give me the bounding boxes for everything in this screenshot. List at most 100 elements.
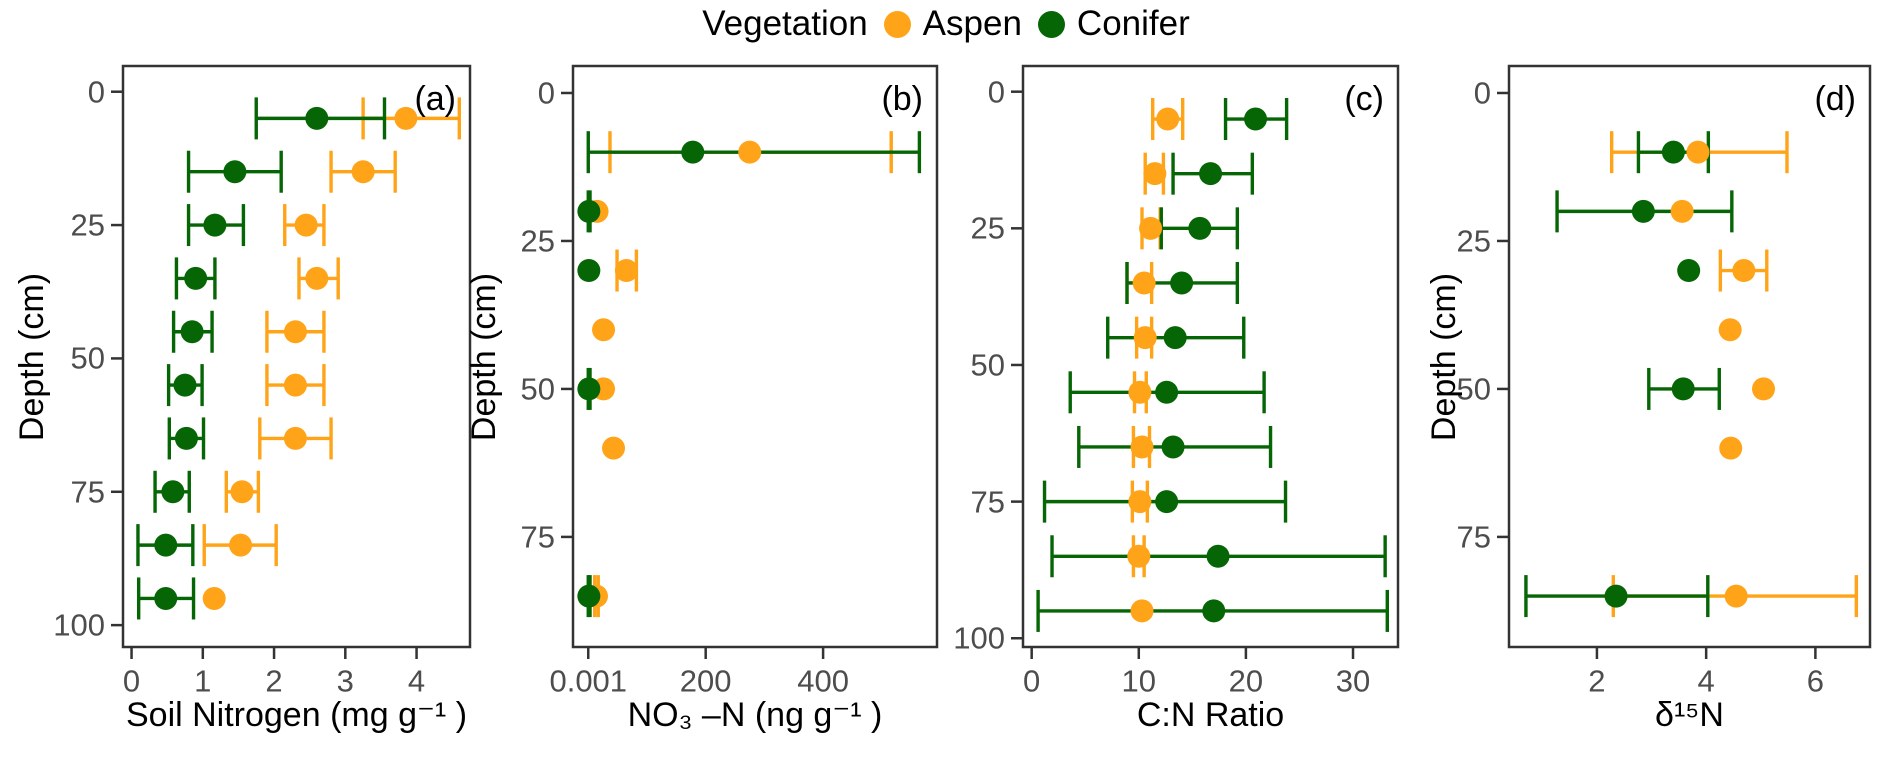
y-tick-label: 25 xyxy=(70,207,105,243)
data-point-conifer xyxy=(1661,140,1685,164)
panel-border xyxy=(1507,64,1872,649)
data-point-conifer xyxy=(577,259,601,283)
legend-item-aspen-label: Aspen xyxy=(922,4,1022,43)
legend-item-conifer-label: Conifer xyxy=(1076,4,1190,43)
data-point-aspen xyxy=(1128,380,1152,404)
y-tick-label: 75 xyxy=(70,474,105,510)
x-tick-label: 2 xyxy=(265,663,283,699)
data-point-conifer xyxy=(154,533,178,557)
x-tick-label: 4 xyxy=(407,663,426,699)
data-point-aspen xyxy=(1128,490,1152,514)
data-point-aspen xyxy=(592,318,616,342)
data-point-aspen xyxy=(283,426,307,450)
x-tick-label: 400 xyxy=(797,663,849,699)
data-point-conifer xyxy=(1170,271,1194,295)
data-point-conifer xyxy=(1155,490,1179,514)
data-point-aspen xyxy=(1133,326,1157,350)
data-point-conifer xyxy=(577,377,601,401)
x-tick-label: 2 xyxy=(1588,663,1606,699)
y-tick-label: 0 xyxy=(537,75,555,111)
legend-item-conifer: Conifer xyxy=(1037,4,1190,44)
data-point-aspen xyxy=(202,586,226,610)
data-point-conifer xyxy=(1155,380,1179,404)
aspen-marker-icon xyxy=(883,10,911,38)
data-point-conifer xyxy=(1631,199,1655,223)
y-tick-label: 75 xyxy=(970,484,1005,520)
data-point-aspen xyxy=(1143,162,1167,186)
panel-tag: (c) xyxy=(1344,80,1384,118)
data-point-conifer xyxy=(223,160,247,184)
data-point-aspen xyxy=(1732,259,1756,283)
x-axis-title: Soil Nitrogen (mg g⁻¹ ) xyxy=(125,696,468,734)
data-point-conifer xyxy=(1244,107,1268,131)
y-tick-label: 50 xyxy=(970,347,1005,383)
data-point-conifer xyxy=(681,140,705,164)
data-point-conifer xyxy=(1188,216,1212,240)
data-point-aspen xyxy=(351,160,375,184)
data-point-conifer xyxy=(1161,435,1185,459)
data-point-conifer xyxy=(203,213,227,237)
legend: Vegetation Aspen Conifer xyxy=(0,0,1892,48)
y-tick-label: 0 xyxy=(87,74,105,110)
data-point-aspen xyxy=(1718,318,1742,342)
data-point-aspen xyxy=(602,436,626,460)
data-point-aspen xyxy=(1724,584,1748,608)
y-tick-label: 0 xyxy=(1473,75,1491,111)
data-point-conifer xyxy=(173,373,197,397)
y-tick-label: 75 xyxy=(520,519,555,555)
x-tick-label: 0 xyxy=(1023,663,1041,699)
x-tick-label: 200 xyxy=(679,663,732,699)
data-point-aspen xyxy=(229,533,253,557)
x-tick-label: 3 xyxy=(336,663,354,699)
x-tick-label: 0.001 xyxy=(549,663,628,699)
data-point-conifer xyxy=(1604,584,1628,608)
x-tick-label: 30 xyxy=(1335,663,1371,699)
y-tick-label: 25 xyxy=(520,223,555,259)
x-tick-label: 6 xyxy=(1806,663,1824,699)
data-point-aspen xyxy=(614,259,638,283)
x-axis-title: NO₃ –N (ng g⁻¹ ) xyxy=(627,696,883,734)
x-axis-title: C:N Ratio xyxy=(1136,696,1285,734)
data-point-aspen xyxy=(230,480,254,504)
y-axis-title: Depth (cm) xyxy=(465,272,503,441)
data-point-aspen xyxy=(1719,436,1743,460)
panel-tag: (a) xyxy=(414,80,456,118)
data-point-aspen xyxy=(1139,216,1163,240)
data-point-conifer xyxy=(577,584,601,608)
data-point-aspen xyxy=(1127,544,1151,568)
data-point-conifer xyxy=(1671,377,1695,401)
data-point-aspen xyxy=(1156,107,1180,131)
data-point-conifer xyxy=(1677,259,1701,283)
data-point-aspen xyxy=(1670,199,1694,223)
y-tick-label: 100 xyxy=(53,607,105,643)
legend-item-aspen: Aspen xyxy=(883,4,1022,44)
data-point-conifer xyxy=(1206,544,1230,568)
data-point-aspen xyxy=(1752,377,1776,401)
data-point-conifer xyxy=(174,426,198,450)
y-tick-label: 50 xyxy=(70,340,105,376)
data-point-aspen xyxy=(283,320,307,344)
data-point-conifer xyxy=(1202,599,1226,623)
x-tick-label: 10 xyxy=(1121,663,1157,699)
y-tick-label: 50 xyxy=(1456,371,1491,407)
x-tick-label: 4 xyxy=(1697,663,1715,699)
x-tick-label: 1 xyxy=(194,663,212,699)
y-tick-label: 0 xyxy=(987,74,1005,110)
data-point-aspen xyxy=(738,140,762,164)
data-point-aspen xyxy=(305,266,329,290)
data-point-conifer xyxy=(154,586,178,610)
data-point-aspen xyxy=(394,106,418,130)
data-point-aspen xyxy=(1130,599,1154,623)
x-tick-label: 0 xyxy=(122,663,141,699)
x-tick-label: 20 xyxy=(1228,663,1264,699)
data-point-aspen xyxy=(283,373,307,397)
y-axis-title: Depth (cm) xyxy=(13,272,51,441)
data-point-conifer xyxy=(305,106,329,130)
data-point-aspen xyxy=(1686,140,1710,164)
data-point-conifer xyxy=(1163,326,1187,350)
data-point-aspen xyxy=(1130,435,1154,459)
y-tick-label: 100 xyxy=(953,620,1005,656)
panel-border xyxy=(121,64,472,649)
